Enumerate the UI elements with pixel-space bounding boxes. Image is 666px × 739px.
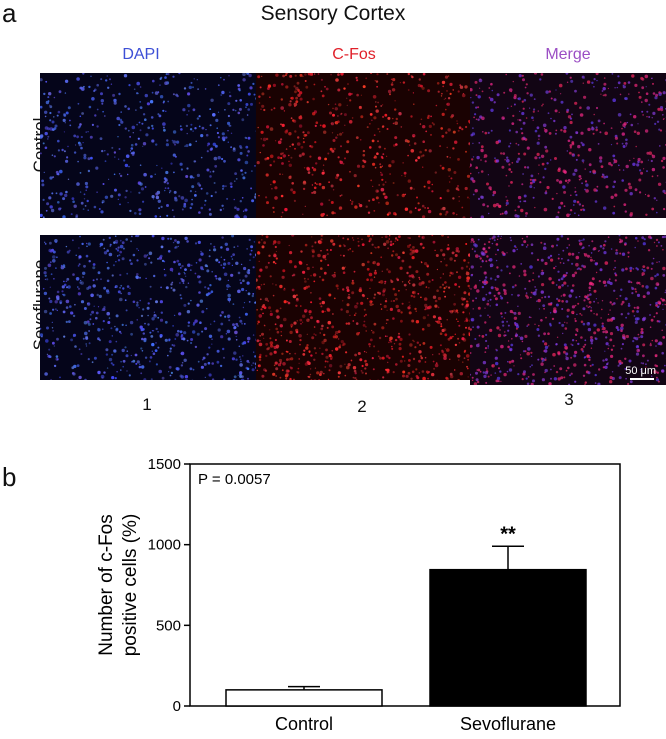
y-tick-label: 0 [173, 698, 181, 715]
scale-bar [630, 378, 654, 380]
column-label-merge: Merge [458, 46, 666, 64]
scale-bar-label: 50 μm [625, 365, 656, 377]
y-tick-label: 1500 [148, 456, 181, 473]
column-number-3: 3 [549, 390, 589, 410]
micrograph-control-dapi [40, 73, 258, 218]
figure-title: Sensory Cortex [0, 2, 666, 26]
column-label-dapi: DAPI [31, 46, 251, 64]
y-tick-label: 1000 [148, 537, 181, 554]
micrograph-sevoflurane-dapi [40, 235, 258, 380]
y-tick-label: 500 [156, 617, 181, 634]
x-tick-label: Control [275, 714, 333, 734]
bar-sevoflurane [430, 570, 586, 706]
x-tick-label: Sevoflurane [460, 714, 556, 734]
column-number-2: 2 [342, 397, 382, 417]
micrograph-control-merge [470, 73, 666, 218]
bar-control [226, 690, 382, 706]
significance-marker: ** [500, 523, 516, 545]
column-number-1: 1 [127, 395, 167, 415]
p-value-annotation: P = 0.0057 [198, 471, 271, 488]
column-label-cfos: C-Fos [244, 46, 464, 64]
micrograph-sevoflurane-merge: 50 μm [470, 235, 666, 385]
micrograph-control-cfos [256, 73, 474, 218]
micrograph-sevoflurane-cfos [256, 235, 474, 380]
